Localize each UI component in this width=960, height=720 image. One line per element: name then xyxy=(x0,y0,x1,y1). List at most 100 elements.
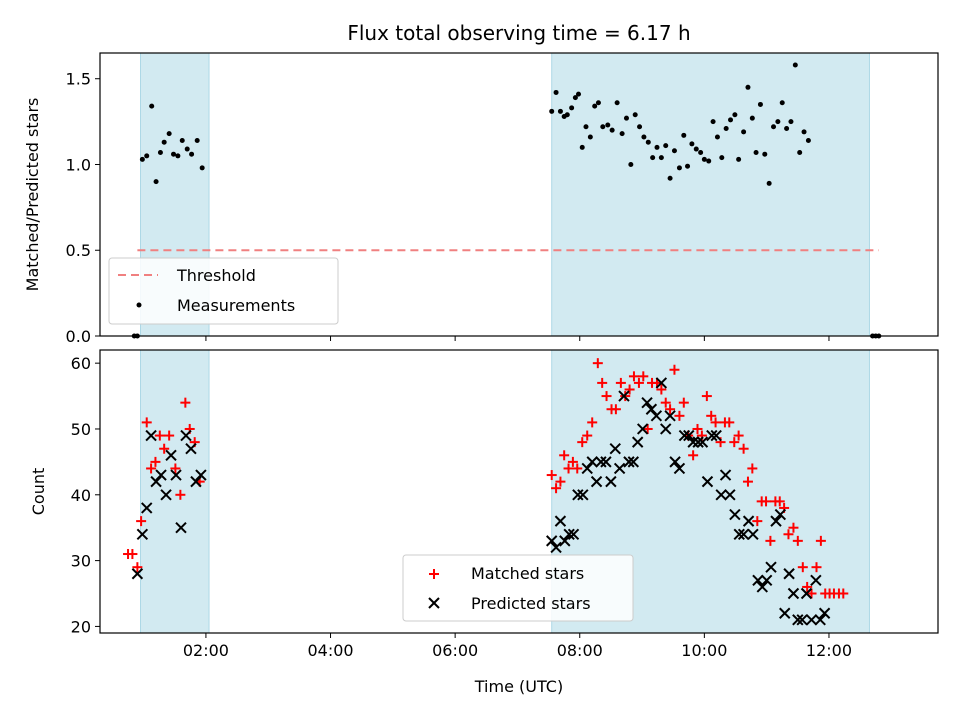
bottom-y-tick-label: 50 xyxy=(71,420,91,439)
measurement-point xyxy=(676,165,682,171)
measurement-point xyxy=(714,134,720,140)
top-y-tick-label: 0.5 xyxy=(66,241,91,260)
predicted-stars-point xyxy=(577,489,589,501)
measurement-point xyxy=(645,139,651,145)
measurement-point xyxy=(637,124,643,130)
predicted-stars-point xyxy=(701,475,714,488)
matched-stars-point xyxy=(688,450,699,461)
matched-stars-point xyxy=(692,423,703,434)
matched-stars-point xyxy=(747,463,758,474)
matched-stars-point xyxy=(706,410,717,421)
matched-stars-point xyxy=(742,476,753,487)
predicted-stars-point xyxy=(131,568,144,580)
predicted-stars-point xyxy=(567,528,580,540)
legend-matched-stars-label: Matched stars xyxy=(471,564,584,583)
legend-plus-marker xyxy=(429,569,439,579)
predicted-stars-point xyxy=(572,489,584,501)
legend-predicted-stars-label: Predicted stars xyxy=(471,594,591,613)
matched-stars-point xyxy=(610,404,621,415)
measurement-point xyxy=(149,103,155,109)
measurement-point xyxy=(184,146,190,152)
x-tick-label: 08:00 xyxy=(557,641,603,660)
measurement-point xyxy=(766,180,772,186)
measurement-point xyxy=(762,151,768,157)
predicted-stars-point xyxy=(696,436,709,448)
measurement-point xyxy=(650,155,656,161)
measurement-point xyxy=(784,125,790,131)
predicted-stars-point xyxy=(136,528,149,540)
matched-stars-point xyxy=(838,588,849,599)
x-tick-label: 06:00 xyxy=(432,641,478,660)
measurement-point xyxy=(681,132,687,138)
legend-measurements-label: Measurements xyxy=(177,296,295,315)
top-x-axis-ticks xyxy=(205,336,830,341)
measurement-point xyxy=(609,127,615,133)
predicted-stars-point xyxy=(664,410,676,422)
measurement-point xyxy=(166,131,172,137)
predicted-stars-point xyxy=(756,581,769,593)
matched-stars-point xyxy=(656,384,667,395)
predicted-stars-point xyxy=(609,443,621,455)
predicted-stars-point xyxy=(783,568,795,580)
matched-stars-point xyxy=(674,410,685,421)
measurement-point xyxy=(569,105,575,111)
measurement-point xyxy=(732,112,738,118)
matched-stars-point xyxy=(567,456,578,467)
bottom-panel-frame xyxy=(99,349,939,634)
predicted-stars-point xyxy=(796,614,808,626)
measurement-point xyxy=(658,155,664,161)
matched-stars-point xyxy=(587,417,598,428)
measurement-point xyxy=(564,112,570,118)
measurement-point xyxy=(741,129,747,135)
predicted-stars-point xyxy=(673,462,686,475)
matched-stars-point xyxy=(729,437,740,448)
bottom-legend-box xyxy=(402,554,634,622)
matched-stars-point xyxy=(788,522,799,533)
measurement-point xyxy=(600,124,606,130)
matched-stars-point xyxy=(642,423,653,434)
bottom-panel: 20 30 40 50 60 02:00 04:00 06:00 08:00 10:00 12:0… xyxy=(29,349,939,696)
predicted-stars-point xyxy=(737,528,750,540)
predicted-stars-point xyxy=(742,515,755,527)
matched-stars-point xyxy=(551,483,562,494)
measurement-point xyxy=(719,155,725,161)
measurement-point xyxy=(671,148,677,154)
bottom-legend: Matched stars Predicted stars xyxy=(402,554,634,622)
predicted-stars-point xyxy=(770,515,782,527)
legend-measurements-swatch xyxy=(136,302,142,308)
predicted-stars-point xyxy=(774,508,787,521)
measurement-point xyxy=(553,89,559,95)
predicted-stars-point xyxy=(600,456,612,468)
predicted-stars-point xyxy=(185,443,197,455)
matched-stars-point xyxy=(577,437,588,448)
matched-stars-point xyxy=(811,562,822,573)
matched-stars-point xyxy=(802,581,813,592)
measurement-point xyxy=(736,156,742,162)
measurement-point xyxy=(788,119,794,125)
matched-stars-point xyxy=(150,456,161,467)
matched-stars-point xyxy=(601,391,612,402)
predicted-stars-point xyxy=(170,469,182,481)
legend-x-marker xyxy=(428,597,440,609)
matched-stars-point xyxy=(175,489,186,500)
predicted-stars-point xyxy=(559,535,571,547)
matched-stars-point xyxy=(127,549,138,560)
predicted-stars-point xyxy=(779,607,791,619)
predicted-stars-point xyxy=(660,423,672,435)
matched-stars-point xyxy=(774,496,785,507)
predicted-stars-point xyxy=(195,469,207,481)
bottom-y-tick-label: 40 xyxy=(71,486,91,505)
measurement-point xyxy=(189,151,195,157)
measurement-point xyxy=(632,112,638,118)
measurement-point xyxy=(572,95,578,101)
matched-stars-point xyxy=(546,470,557,481)
predicted-stars-point xyxy=(554,515,567,527)
measurement-point xyxy=(667,175,673,181)
predicted-stars-point xyxy=(724,489,736,501)
predicted-stars-point xyxy=(145,429,157,442)
matched-stars-point xyxy=(752,516,763,527)
measurement-point xyxy=(171,151,177,157)
measurement-point xyxy=(194,137,200,143)
predicted-stars-point xyxy=(627,456,640,468)
